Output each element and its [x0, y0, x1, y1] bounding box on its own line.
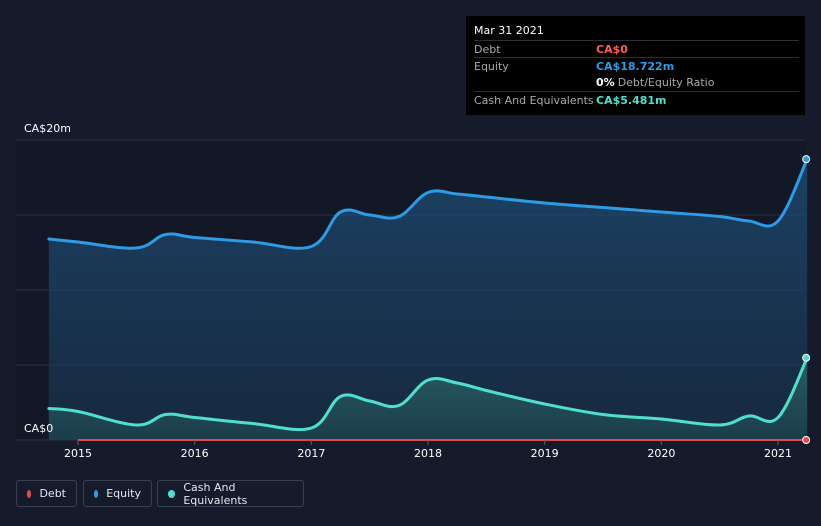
equity-line — [47, 157, 809, 250]
legend-item-debt[interactable]: Debt — [16, 480, 77, 507]
equity-area — [48, 159, 808, 441]
x-tick-label: 2021 — [764, 447, 792, 460]
debt-dot-icon — [27, 489, 32, 498]
tooltip-value-debt: CA$0 — [596, 43, 628, 56]
cash-dot-icon — [168, 489, 176, 498]
y-axis-bottom-label: CA$0 — [24, 422, 53, 435]
tooltip-row-cash: Cash And Equivalents CA$5.481m — [474, 91, 799, 109]
y-axis-top-label: CA$20m — [24, 122, 71, 135]
legend-label-cash: Cash And Equivalents — [183, 480, 248, 507]
x-tick-label: 2020 — [647, 447, 675, 460]
x-tick-label: 2019 — [531, 447, 559, 460]
tooltip-row-debt: Debt CA$0 — [474, 40, 799, 58]
legend-item-equity[interactable]: Equity — [83, 480, 152, 507]
series-lines — [47, 155, 811, 444]
legend-label-equity: Equity — [106, 487, 141, 500]
x-tick-label: 2018 — [414, 447, 442, 460]
legend-item-cash[interactable]: Cash And Equivalents — [157, 480, 304, 507]
series-areas — [48, 159, 808, 441]
equity-end-point[interactable] — [802, 155, 811, 164]
cash-and-equivalents-end-point[interactable] — [802, 353, 811, 362]
tooltip: Mar 31 2021 Debt CA$0 Equity CA$18.722m … — [466, 16, 805, 115]
equity-dot-icon — [94, 489, 99, 498]
x-axis-ticks: 2015 2016 2017 2018 2019 2020 2021 — [64, 440, 792, 460]
x-tick-label: 2015 — [64, 447, 92, 460]
tooltip-date: Mar 31 2021 — [474, 24, 544, 37]
legend-label-debt: Debt — [39, 487, 66, 500]
tooltip-label-debt: Debt — [474, 43, 501, 56]
tooltip-value-equity: CA$18.722m — [596, 60, 675, 73]
tooltip-ratio-value: 0% Debt/Equity Ratio — [596, 76, 714, 89]
tooltip-ratio-percent: 0% — [596, 76, 615, 89]
debt-end-point[interactable] — [802, 436, 811, 444]
x-tick-label: 2017 — [297, 447, 325, 460]
tooltip-label-equity: Equity — [474, 60, 509, 73]
tooltip-row-equity: Equity CA$18.722m — [474, 57, 799, 75]
cash-and-equivalents-area — [48, 357, 808, 440]
tooltip-label-cash: Cash And Equivalents — [474, 94, 594, 107]
cash-and-equivalents-line — [47, 356, 809, 432]
tooltip-value-cash: CA$5.481m — [596, 94, 667, 107]
tooltip-ratio-label: Debt/Equity Ratio — [617, 76, 715, 89]
x-tick-label: 2016 — [181, 447, 209, 460]
tooltip-row-ratio: 0% Debt/Equity Ratio — [474, 74, 799, 91]
